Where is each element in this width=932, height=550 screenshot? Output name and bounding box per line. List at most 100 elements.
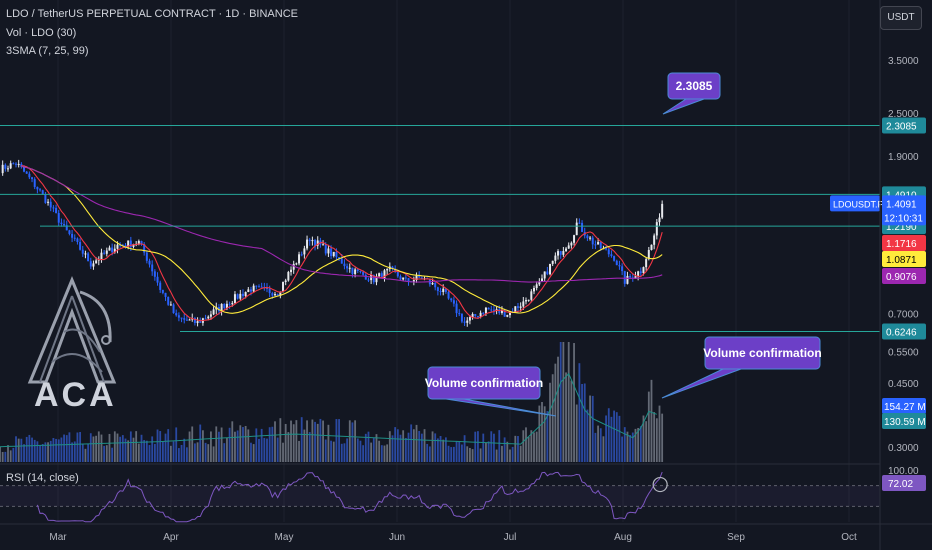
sma-indicator-legend[interactable]: 3SMA (7, 25, 99): [6, 45, 89, 57]
volume-bar: [319, 418, 322, 462]
volume-bar: [613, 410, 615, 462]
volume-bar: [292, 424, 295, 462]
candle-body: [629, 275, 632, 278]
price-tick-label: 0.3000: [888, 443, 919, 454]
volume-bar: [343, 443, 346, 462]
candle-body: [314, 240, 317, 246]
volume-bar: [412, 429, 415, 462]
price-tick-label: 0.7000: [888, 310, 919, 321]
volume-bar: [290, 420, 292, 462]
time-tick-label: Jun: [389, 532, 405, 543]
candle-body: [653, 235, 656, 245]
candle-body: [295, 263, 298, 265]
candle-body: [503, 310, 506, 317]
volume-bar: [530, 430, 533, 462]
volume-bar: [17, 438, 20, 462]
volume-bar: [260, 428, 263, 462]
volume-bar: [60, 437, 63, 462]
candle-body: [244, 292, 247, 297]
candle-body: [68, 230, 71, 234]
volume-bar: [493, 433, 495, 462]
volume-bar: [407, 432, 410, 462]
volume-value-label: 154.27 M: [884, 402, 926, 413]
volume-bar: [527, 436, 530, 462]
volume-bar: [135, 431, 138, 462]
candle-body: [175, 313, 178, 316]
volume-bar: [84, 448, 87, 462]
candle-body: [199, 321, 202, 323]
volume-bar: [514, 435, 517, 462]
volume-bar: [316, 423, 319, 462]
volume-bar: [418, 430, 421, 462]
volume-bar: [586, 409, 589, 462]
level-price-tag: [882, 117, 926, 134]
volume-callout-2-box: [704, 336, 821, 370]
volume-bar: [172, 441, 175, 462]
volume-bar: [266, 438, 268, 462]
volume-bar: [250, 442, 252, 462]
volume-bar: [335, 419, 338, 462]
rsi-band: [0, 485, 880, 507]
candle-body: [180, 317, 183, 319]
volume-indicator-legend[interactable]: Vol · LDO (30): [6, 27, 77, 39]
volume-bar: [314, 421, 316, 462]
volume-bar: [25, 436, 28, 462]
volume-bar: [375, 434, 378, 462]
volume-bar: [44, 442, 47, 462]
candle-body: [533, 287, 535, 292]
candle-body: [650, 244, 653, 251]
volume-bar: [247, 429, 250, 462]
volume-bar: [186, 447, 188, 462]
volume-bar: [87, 443, 90, 462]
volume-bar: [391, 435, 394, 462]
volume-bar: [236, 430, 239, 462]
symbol-tag: [830, 195, 880, 212]
level-price-label: 2.3085: [886, 122, 917, 133]
volume-bar: [20, 438, 23, 462]
currency-button[interactable]: USDT: [880, 6, 922, 30]
volume-bar: [218, 431, 220, 462]
volume-bar: [477, 431, 479, 462]
volume-bar: [509, 449, 511, 462]
candle-body: [559, 251, 562, 255]
volume-bar: [55, 438, 57, 462]
volume-bar: [562, 342, 565, 462]
volume-bar: [525, 427, 527, 462]
candle-body: [565, 248, 568, 252]
chart-title[interactable]: LDO / TetherUS PERPETUAL CONTRACT · 1D ·…: [6, 8, 298, 20]
candle-body: [241, 293, 244, 297]
horizontal-levels[interactable]: [0, 125, 880, 332]
volume-bar: [554, 363, 557, 462]
volume-bar: [410, 424, 413, 462]
candle-body: [375, 276, 378, 283]
volume-bar: [629, 435, 632, 462]
volume-bar: [127, 440, 130, 462]
price-axis[interactable]: 2.30851.49101.21900.62463.50002.50001.90…: [830, 0, 926, 550]
sma-value-tag: [882, 235, 926, 251]
candle-body: [482, 312, 485, 314]
volume-bar: [503, 437, 506, 462]
volume-bar: [95, 435, 98, 462]
volume-bar: [15, 436, 17, 462]
volume-bar: [455, 440, 458, 462]
volume-bar: [298, 440, 300, 462]
volume-bar: [215, 426, 218, 462]
volume-bar: [151, 436, 154, 462]
volume-bar: [63, 434, 65, 462]
volume-bar: [610, 416, 613, 462]
volume-bar: [599, 428, 602, 462]
volume-bar: [4, 451, 7, 462]
candle-body: [145, 252, 148, 261]
rsi-indicator-legend[interactable]: RSI (14, close): [6, 472, 79, 484]
volume-bar: [119, 436, 122, 462]
candle-body: [343, 263, 346, 267]
candle-body: [7, 168, 10, 170]
candle-body: [156, 276, 159, 283]
candle-body: [63, 223, 66, 226]
volume-bar: [479, 448, 482, 462]
time-axis: Mar Apr May Jun Jul Aug Sep Oct: [0, 523, 932, 543]
volume-bar: [466, 446, 469, 462]
volume-bar: [244, 425, 247, 462]
candle-body: [79, 242, 82, 250]
